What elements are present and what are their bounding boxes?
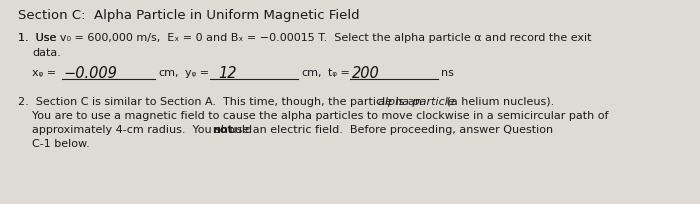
Text: Section C:  Alpha Particle in Uniform Magnetic Field: Section C: Alpha Particle in Uniform Mag… xyxy=(18,9,360,22)
Text: use an electric field.  Before proceeding, answer Question: use an electric field. Before proceeding… xyxy=(226,125,553,135)
Text: 2.  Section C is similar to Section A.  This time, though, the particle is an: 2. Section C is similar to Section A. Th… xyxy=(18,97,426,107)
Text: tᵩ =: tᵩ = xyxy=(328,68,350,78)
Text: You are to use a magnetic field to cause the alpha particles to move clockwise i: You are to use a magnetic field to cause… xyxy=(32,111,608,121)
Text: 12: 12 xyxy=(218,66,237,81)
Text: C-1 below.: C-1 below. xyxy=(32,139,90,149)
Text: data.: data. xyxy=(32,48,61,58)
Text: ns: ns xyxy=(441,68,454,78)
Text: yᵩ =: yᵩ = xyxy=(185,68,209,78)
Text: cm,: cm, xyxy=(301,68,321,78)
Text: 1.  Use: 1. Use xyxy=(18,33,60,43)
Text: 200: 200 xyxy=(352,66,379,81)
Text: approximately 4-cm radius.  You should: approximately 4-cm radius. You should xyxy=(32,125,256,135)
Text: −0.009: −0.009 xyxy=(63,66,117,81)
Text: cm,: cm, xyxy=(158,68,178,78)
Text: alpha particle: alpha particle xyxy=(379,97,455,107)
Text: (a helium nucleus).: (a helium nucleus). xyxy=(443,97,554,107)
Text: 1.  Use v₀ = 600,000 m/s,  Eₓ = 0 and Bₓ = −0.00015 T.  Select the alpha particl: 1. Use v₀ = 600,000 m/s, Eₓ = 0 and Bₓ =… xyxy=(18,33,592,43)
Text: not: not xyxy=(212,125,233,135)
Text: xᵩ =: xᵩ = xyxy=(32,68,56,78)
